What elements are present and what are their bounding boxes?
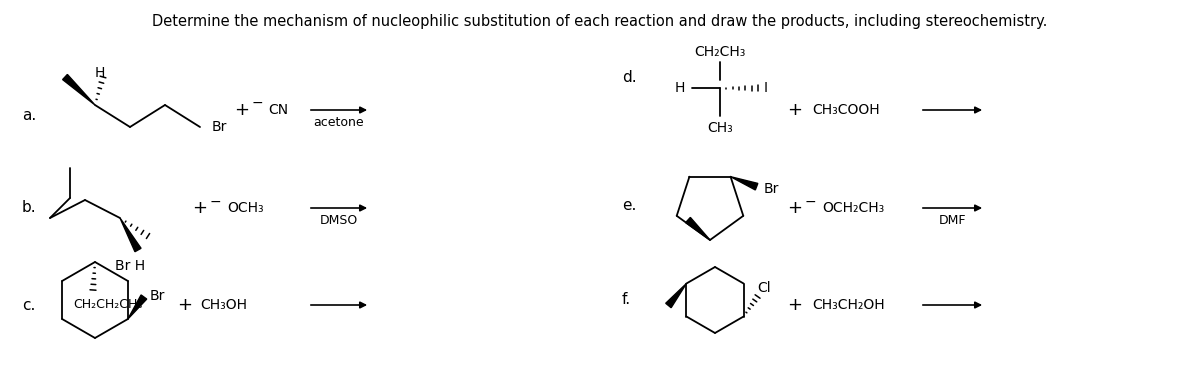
- Text: CH₃OH: CH₃OH: [200, 298, 247, 312]
- Polygon shape: [128, 295, 146, 319]
- Text: CH₂CH₂CH₃: CH₂CH₂CH₃: [73, 298, 143, 310]
- Text: e.: e.: [622, 197, 636, 213]
- Text: Determine the mechanism of nucleophilic substitution of each reaction and draw t: Determine the mechanism of nucleophilic …: [152, 14, 1048, 29]
- Text: d.: d.: [622, 70, 637, 85]
- Text: f.: f.: [622, 292, 631, 307]
- Text: +: +: [787, 199, 803, 217]
- Polygon shape: [731, 177, 758, 190]
- Text: Br: Br: [763, 182, 779, 196]
- Text: +: +: [192, 199, 208, 217]
- Text: H: H: [674, 81, 685, 95]
- Text: +: +: [787, 296, 803, 314]
- Text: CH₃: CH₃: [707, 121, 733, 135]
- Polygon shape: [120, 218, 142, 252]
- Text: CH₂CH₃: CH₂CH₃: [695, 45, 745, 59]
- Text: −: −: [804, 195, 816, 209]
- Text: c.: c.: [22, 298, 35, 313]
- Text: OCH₃: OCH₃: [227, 201, 264, 215]
- Text: CH₃CH₂OH: CH₃CH₂OH: [812, 298, 884, 312]
- Text: +: +: [234, 101, 250, 119]
- Text: OCH₂CH₃: OCH₂CH₃: [822, 201, 884, 215]
- Text: I: I: [764, 81, 768, 95]
- Text: acetone: acetone: [313, 116, 365, 129]
- Polygon shape: [666, 283, 686, 308]
- Text: H: H: [95, 66, 106, 80]
- Text: Br H: Br H: [115, 259, 145, 273]
- Polygon shape: [685, 217, 710, 240]
- Text: +: +: [178, 296, 192, 314]
- Text: CH₃COOH: CH₃COOH: [812, 103, 880, 117]
- Text: Br: Br: [150, 289, 166, 303]
- Text: +: +: [787, 101, 803, 119]
- Text: DMF: DMF: [938, 214, 966, 228]
- Text: Br: Br: [212, 120, 227, 134]
- Polygon shape: [62, 75, 95, 105]
- Text: Cl: Cl: [757, 282, 772, 295]
- Text: −: −: [209, 195, 221, 209]
- Text: DMSO: DMSO: [320, 214, 358, 228]
- Text: CN: CN: [268, 103, 288, 117]
- Text: b.: b.: [22, 201, 37, 216]
- Text: a.: a.: [22, 107, 36, 122]
- Text: −: −: [251, 96, 263, 110]
